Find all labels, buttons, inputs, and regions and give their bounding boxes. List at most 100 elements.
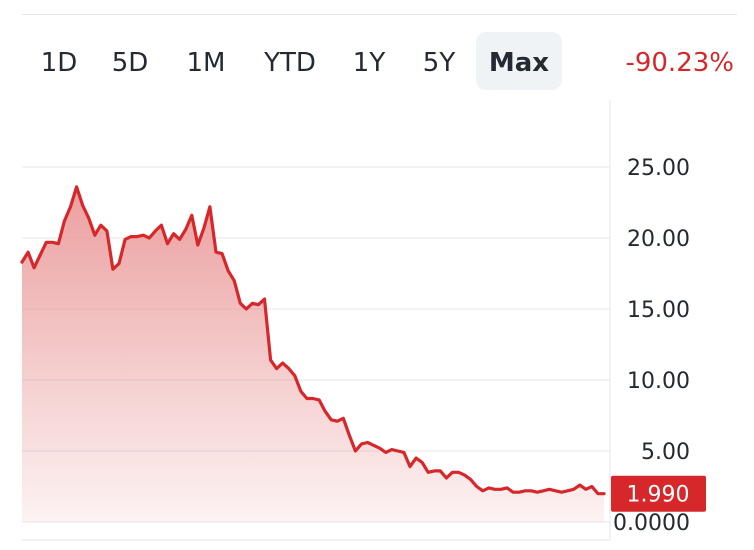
data-point bbox=[578, 483, 582, 487]
y-tick-label: 20.00 bbox=[627, 227, 690, 252]
data-point bbox=[475, 485, 479, 489]
data-point bbox=[232, 279, 236, 283]
data-point bbox=[75, 185, 79, 189]
data-point bbox=[602, 492, 606, 496]
data-point bbox=[281, 361, 285, 365]
data-point bbox=[353, 449, 357, 453]
data-point bbox=[20, 260, 24, 264]
data-point bbox=[366, 441, 370, 445]
data-point bbox=[408, 465, 412, 469]
data-point bbox=[323, 409, 327, 413]
y-tick-label: 0.0000 bbox=[613, 511, 690, 536]
data-point bbox=[287, 367, 291, 371]
change-percent: -90.23% bbox=[625, 48, 734, 78]
data-point bbox=[263, 297, 267, 301]
range-tab-1y[interactable]: 1Y bbox=[352, 48, 386, 78]
data-point bbox=[250, 301, 254, 305]
data-point bbox=[463, 473, 467, 477]
range-tab-ytd[interactable]: YTD bbox=[264, 48, 316, 78]
data-point bbox=[517, 490, 521, 494]
data-point bbox=[69, 205, 73, 209]
data-point bbox=[244, 307, 248, 311]
data-point bbox=[147, 236, 151, 240]
data-point bbox=[141, 233, 145, 237]
y-tick-label: 5.00 bbox=[641, 440, 690, 465]
data-point bbox=[438, 469, 442, 473]
data-point bbox=[335, 419, 339, 423]
data-point bbox=[414, 456, 418, 460]
data-point bbox=[26, 250, 30, 254]
range-tab-1m[interactable]: 1M bbox=[186, 48, 226, 78]
data-point bbox=[341, 416, 345, 420]
data-point bbox=[153, 229, 157, 233]
data-point bbox=[384, 450, 388, 454]
data-point bbox=[372, 443, 376, 447]
data-point bbox=[590, 485, 594, 489]
data-point bbox=[481, 489, 485, 493]
data-point bbox=[256, 303, 260, 307]
data-point bbox=[547, 487, 551, 491]
data-point bbox=[208, 205, 212, 209]
data-point bbox=[378, 446, 382, 450]
data-point bbox=[402, 450, 406, 454]
data-point bbox=[299, 389, 303, 393]
data-point bbox=[190, 213, 194, 217]
data-point bbox=[196, 243, 200, 247]
data-point bbox=[529, 489, 533, 493]
data-point bbox=[457, 470, 461, 474]
data-point bbox=[293, 374, 297, 378]
data-point bbox=[178, 237, 182, 241]
data-point bbox=[135, 235, 139, 239]
data-point bbox=[420, 460, 424, 464]
last-price-label: 1.990 bbox=[627, 483, 690, 508]
data-point bbox=[81, 203, 85, 207]
data-point bbox=[390, 448, 394, 452]
price-area bbox=[22, 186, 604, 522]
data-point bbox=[444, 476, 448, 480]
range-tab-5y[interactable]: 5Y bbox=[422, 48, 456, 78]
data-point bbox=[166, 242, 170, 246]
data-point bbox=[311, 397, 315, 401]
range-tab-max[interactable]: Max bbox=[476, 32, 562, 90]
data-point bbox=[511, 490, 515, 494]
label-layer: 25.00 20.00 15.00 10.00 5.00 0.0000 1.990 bbox=[611, 156, 706, 536]
data-point bbox=[275, 367, 279, 371]
data-point bbox=[56, 242, 60, 246]
data-point bbox=[541, 489, 545, 493]
data-point bbox=[432, 469, 436, 473]
data-point bbox=[596, 492, 600, 496]
price-line bbox=[20, 185, 606, 496]
data-point bbox=[566, 489, 570, 493]
data-point bbox=[450, 470, 454, 474]
data-point bbox=[62, 219, 66, 223]
data-point bbox=[123, 237, 127, 241]
data-point bbox=[87, 216, 91, 220]
data-point bbox=[535, 490, 539, 494]
data-point bbox=[129, 235, 133, 239]
data-point bbox=[487, 486, 491, 490]
data-point bbox=[184, 228, 188, 232]
series-layer bbox=[20, 185, 606, 522]
range-tab-1d[interactable]: 1D bbox=[40, 48, 78, 78]
data-point bbox=[572, 487, 576, 491]
last-price-flag bbox=[611, 475, 706, 512]
data-point bbox=[360, 442, 364, 446]
data-point bbox=[426, 470, 430, 474]
data-point bbox=[99, 223, 103, 227]
data-point bbox=[111, 267, 115, 271]
data-point bbox=[305, 397, 309, 401]
data-point bbox=[269, 358, 273, 362]
data-point bbox=[202, 226, 206, 230]
data-point bbox=[499, 487, 503, 491]
data-point bbox=[32, 266, 36, 270]
data-point bbox=[396, 449, 400, 453]
data-point bbox=[159, 223, 163, 227]
data-point bbox=[93, 233, 97, 237]
data-point bbox=[329, 418, 333, 422]
data-point bbox=[226, 269, 230, 273]
range-tab-5d[interactable]: 5D bbox=[111, 48, 149, 78]
y-tick-label: 10.00 bbox=[627, 369, 690, 394]
y-tick-label: 15.00 bbox=[627, 298, 690, 323]
data-point bbox=[38, 253, 42, 257]
data-point bbox=[523, 489, 527, 493]
